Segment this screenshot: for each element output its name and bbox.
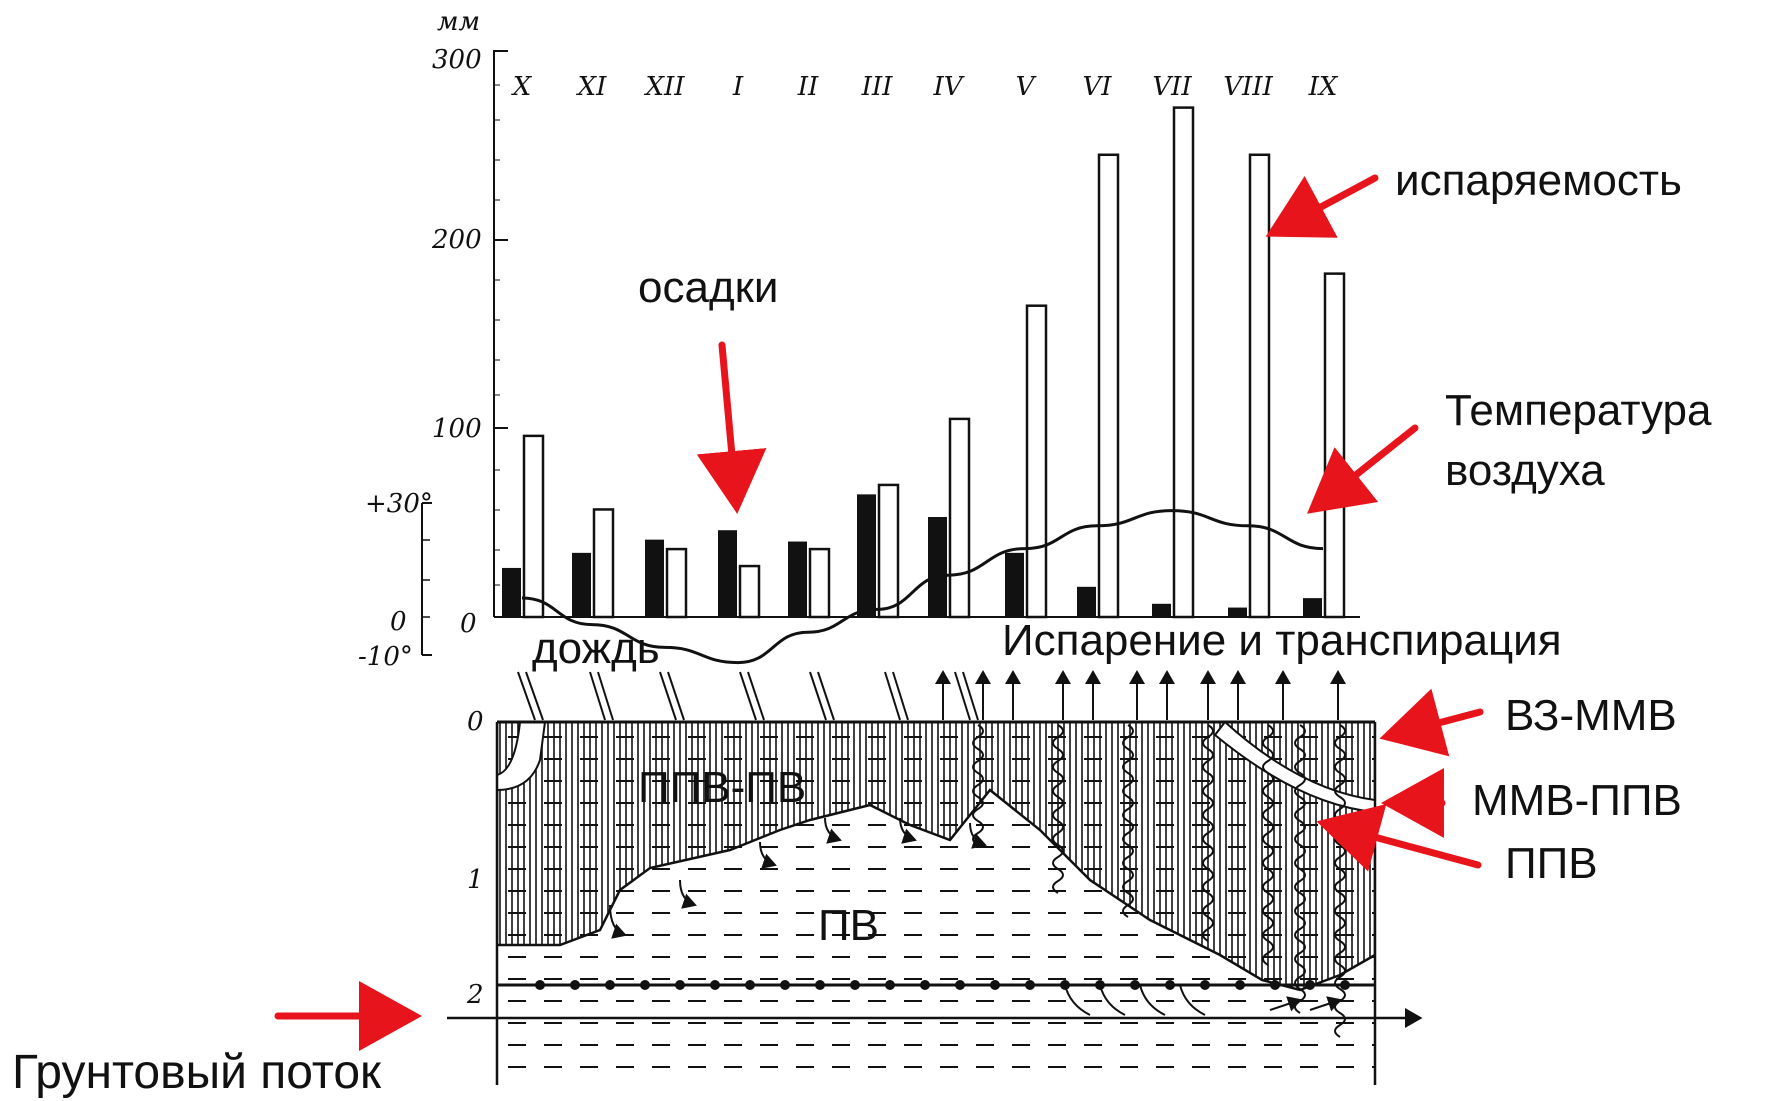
evaporability-bar-IX: [1325, 274, 1344, 617]
chart-area: мм 300 200 100 0 +30° 0 -10° X XI XII I II II…: [358, 7, 1360, 672]
precipitation-bar-X: [502, 568, 521, 617]
water-table-dot: [850, 980, 860, 990]
month-label-V: V: [1016, 72, 1037, 102]
bars: [502, 108, 1344, 617]
label-air-temperature-2: воздуха: [1445, 446, 1605, 495]
evaporability-bar-IV: [950, 419, 969, 617]
temp-tick-label-0: 0: [390, 607, 407, 637]
depth-tick-2: 2: [466, 980, 484, 1010]
evaporability-bar-V: [1027, 306, 1046, 617]
precipitation-bar-IX: [1303, 598, 1322, 617]
month-label-VI: VI: [1082, 72, 1112, 102]
water-table-dot: [535, 980, 545, 990]
month-label-VII: VII: [1152, 72, 1192, 102]
evaporability-bar-X: [524, 436, 543, 617]
temp-tick-label-plus30: +30°: [365, 489, 433, 519]
month-label-I: I: [732, 72, 744, 102]
label-vz-mmv: ВЗ-ММВ: [1505, 691, 1677, 740]
water-table-dot: [1340, 980, 1350, 990]
water-table-dot: [955, 980, 965, 990]
label-ppv-pv: ППВ-ПВ: [638, 763, 806, 812]
water-table-dot: [745, 980, 755, 990]
water-table-dot: [1305, 980, 1315, 990]
water-table-dot: [710, 980, 720, 990]
water-table-dot: [815, 980, 825, 990]
month-label-II: II: [797, 72, 819, 102]
y-tick-label-200: 200: [431, 225, 482, 255]
arrow-precipitation: [722, 345, 736, 500]
water-table-dot: [1130, 980, 1140, 990]
precipitation-bar-IV: [928, 517, 947, 617]
arrow-evaporability: [1278, 178, 1375, 230]
month-label-IX: IX: [1308, 72, 1339, 102]
precipitation-bar-XII: [645, 540, 664, 617]
precipitation-bar-III: [857, 494, 876, 617]
water-table-dot: [780, 980, 790, 990]
water-table-dot: [885, 980, 895, 990]
evaporability-bar-VI: [1099, 155, 1118, 617]
evaporability-bar-I: [740, 566, 759, 617]
y-tick-label-0: 0: [460, 609, 477, 639]
label-air-temperature-1: Температура: [1445, 386, 1712, 435]
month-label-XI: XI: [576, 72, 608, 102]
evaporability-bar-II: [810, 549, 829, 617]
temperature-axis: [422, 503, 432, 655]
label-pv: ПВ: [818, 901, 879, 950]
precipitation-bar-I: [718, 530, 737, 617]
evaporability-bar-III: [879, 485, 898, 617]
label-ppv: ППВ: [1505, 839, 1598, 888]
water-table-dot: [640, 980, 650, 990]
water-table-dot: [570, 980, 580, 990]
month-label-III: III: [861, 72, 894, 102]
water-table-dot: [1025, 980, 1035, 990]
month-label-XII: XII: [643, 72, 685, 102]
label-precipitation: осадки: [638, 263, 778, 312]
y-tick-label-300: 300: [432, 45, 482, 75]
month-label-X: X: [511, 72, 533, 102]
month-label-IV: IV: [932, 72, 964, 102]
y-tick-label-100: 100: [432, 414, 482, 444]
precipitation-bar-XI: [572, 553, 591, 617]
depth-tick-1: 1: [467, 865, 484, 895]
label-rain: дождь: [532, 624, 660, 673]
label-evaporability: испаряемость: [1395, 156, 1682, 205]
soil-section: 0 1 2: [447, 672, 1420, 1085]
water-table-dot: [1165, 980, 1175, 990]
label-mmv-ppv: ММВ-ППВ: [1472, 776, 1682, 825]
evaporability-bar-XI: [594, 509, 613, 617]
evaporation-arrows: [943, 672, 1338, 720]
water-table-dot: [1235, 980, 1245, 990]
arrow-vz-mmv: [1393, 712, 1480, 735]
label-groundwater-flow: Грунтовый поток: [12, 1046, 382, 1099]
month-label-VIII: VIII: [1223, 72, 1273, 102]
precipitation-bar-VI: [1077, 587, 1096, 617]
water-table-dot: [990, 980, 1000, 990]
label-evapotranspiration: Испарение и транспирация: [1002, 616, 1562, 665]
water-table-dot: [920, 980, 930, 990]
evaporability-bar-VII: [1174, 108, 1193, 617]
rain-streaks: [518, 672, 978, 720]
depth-tick-0: 0: [467, 707, 484, 737]
water-table-dot: [1270, 980, 1280, 990]
precipitation-bar-V: [1005, 553, 1024, 617]
y-ticks: [494, 51, 508, 585]
evaporability-bar-XII: [667, 549, 686, 617]
water-table-dot: [1200, 980, 1210, 990]
precipitation-bar-II: [788, 542, 807, 617]
temp-tick-label-minus10: -10°: [358, 642, 413, 672]
evaporability-bar-VIII: [1250, 155, 1269, 617]
water-table-dot: [675, 980, 685, 990]
month-labels: X XI XII I II III IV V VI VII VIII IX: [511, 72, 1339, 102]
water-table-dot: [605, 980, 615, 990]
y-unit-label: мм: [437, 7, 480, 37]
